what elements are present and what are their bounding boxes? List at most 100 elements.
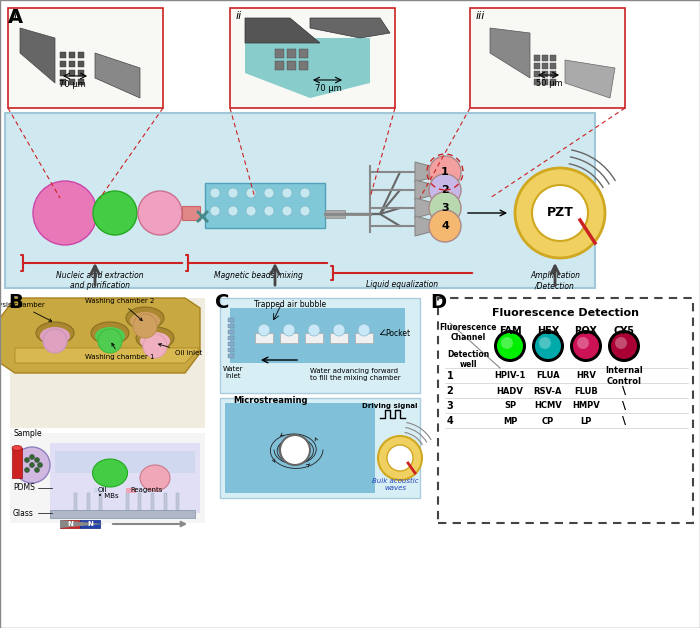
Text: Detection
well: Detection well (447, 350, 489, 369)
Text: PZT: PZT (547, 207, 573, 220)
Text: Oil inlet: Oil inlet (159, 344, 202, 356)
Bar (542, 71, 548, 77)
Bar (99, 493, 101, 513)
Text: SP: SP (504, 401, 516, 411)
Polygon shape (60, 520, 104, 528)
Polygon shape (15, 348, 200, 363)
Polygon shape (415, 162, 430, 182)
Text: Sample: Sample (13, 428, 41, 438)
Bar (137, 493, 141, 513)
Polygon shape (310, 18, 390, 38)
Text: RSV-A: RSV-A (533, 386, 562, 396)
FancyBboxPatch shape (220, 298, 420, 393)
Polygon shape (245, 38, 370, 98)
Bar (74, 493, 76, 513)
Bar (125, 493, 129, 513)
Bar (275, 61, 284, 70)
Bar (228, 342, 234, 346)
Bar (97, 206, 115, 220)
Text: Magnetic beads mixing: Magnetic beads mixing (214, 271, 302, 280)
Bar (287, 49, 296, 58)
Ellipse shape (12, 445, 22, 450)
Text: C: C (215, 293, 230, 312)
Text: 4: 4 (441, 221, 449, 231)
Bar (255, 333, 273, 343)
Circle shape (535, 333, 561, 359)
Circle shape (246, 206, 256, 216)
Bar (150, 493, 153, 513)
Circle shape (429, 210, 461, 242)
Circle shape (387, 445, 413, 471)
Circle shape (25, 458, 29, 462)
Bar (12, 448, 22, 478)
Text: MP: MP (503, 416, 517, 426)
FancyBboxPatch shape (10, 433, 205, 523)
Polygon shape (565, 60, 615, 98)
Circle shape (264, 188, 274, 198)
FancyBboxPatch shape (126, 488, 136, 493)
Circle shape (497, 333, 523, 359)
Circle shape (429, 174, 461, 206)
Circle shape (300, 188, 310, 198)
Circle shape (29, 462, 34, 467)
Circle shape (282, 188, 292, 198)
Bar (228, 318, 234, 322)
Text: Internal
Control: Internal Control (605, 366, 643, 386)
FancyBboxPatch shape (205, 183, 325, 228)
FancyBboxPatch shape (325, 210, 345, 218)
Polygon shape (415, 198, 430, 218)
Bar (87, 493, 90, 513)
Circle shape (133, 314, 157, 338)
Ellipse shape (140, 465, 170, 491)
Circle shape (283, 324, 295, 336)
Ellipse shape (40, 327, 70, 345)
Text: 4: 4 (447, 416, 454, 426)
Text: 3: 3 (441, 203, 449, 213)
Bar (60, 61, 66, 67)
Bar (305, 333, 323, 343)
Circle shape (282, 206, 292, 216)
Polygon shape (20, 28, 55, 83)
Circle shape (501, 337, 513, 349)
Text: ROX: ROX (575, 326, 597, 336)
Text: PDMS: PDMS (13, 484, 35, 492)
Bar (60, 520, 80, 528)
Text: HMPV: HMPV (572, 401, 600, 411)
Text: Washing chamber 2: Washing chamber 2 (85, 298, 155, 320)
Text: FLUB: FLUB (574, 386, 598, 396)
Text: FAM: FAM (498, 326, 522, 336)
Bar (542, 79, 548, 85)
Circle shape (228, 206, 238, 216)
Text: HPIV-1: HPIV-1 (494, 372, 526, 381)
Circle shape (429, 156, 461, 188)
Circle shape (515, 168, 605, 258)
Text: HCMV: HCMV (534, 401, 562, 411)
Text: HEX: HEX (537, 326, 559, 336)
Ellipse shape (130, 312, 160, 330)
Bar (550, 63, 556, 69)
Bar (534, 79, 540, 85)
Ellipse shape (126, 307, 164, 329)
Text: Trapped air bubble: Trapped air bubble (254, 300, 326, 309)
Circle shape (570, 330, 602, 362)
Bar (330, 333, 348, 343)
Text: 2: 2 (441, 185, 449, 195)
Circle shape (43, 329, 67, 353)
Circle shape (93, 191, 137, 235)
Bar (542, 55, 548, 61)
Circle shape (573, 333, 599, 359)
Bar (534, 63, 540, 69)
Text: i: i (14, 11, 17, 21)
Bar (78, 79, 84, 85)
Circle shape (358, 324, 370, 336)
Bar (542, 63, 548, 69)
Bar (69, 79, 75, 85)
Circle shape (98, 329, 122, 353)
Text: N: N (87, 521, 93, 527)
Circle shape (143, 334, 167, 358)
Text: 70 μm: 70 μm (314, 84, 342, 93)
FancyBboxPatch shape (230, 8, 395, 108)
Circle shape (38, 462, 43, 467)
Text: Nucleic acid extraction
and purification: Nucleic acid extraction and purification (56, 271, 144, 290)
Bar (287, 61, 296, 70)
